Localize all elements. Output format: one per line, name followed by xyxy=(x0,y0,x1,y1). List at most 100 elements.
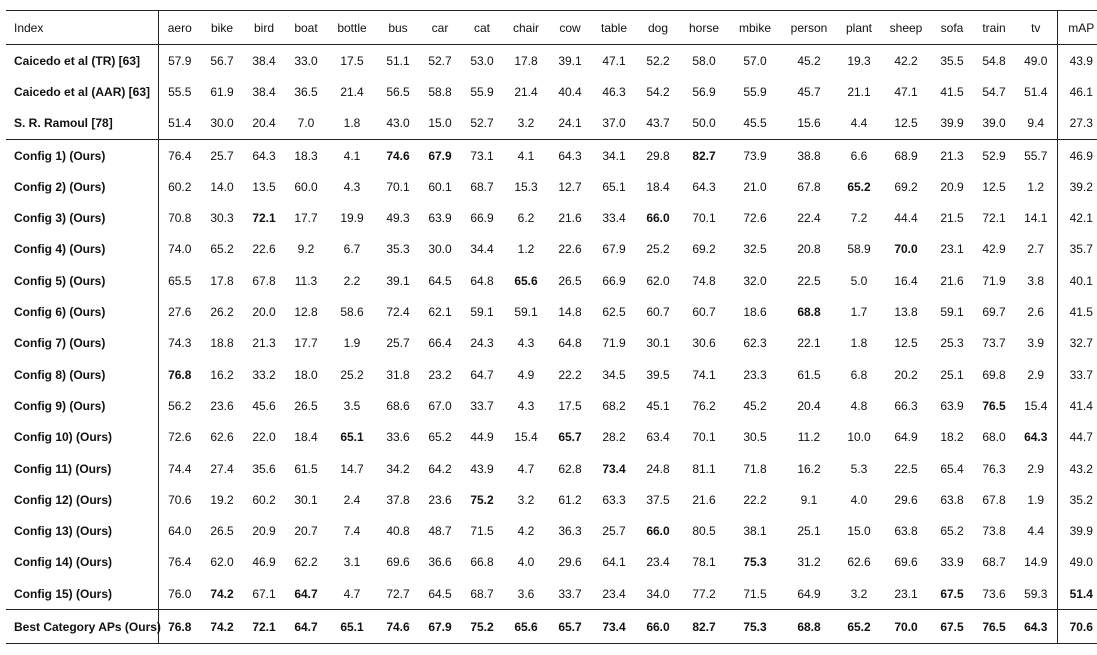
table-cell: 71.5 xyxy=(743,586,767,601)
table-cell: 16.4 xyxy=(894,273,918,288)
table-cell: 74.8 xyxy=(692,273,716,288)
table-cell: 52.7 xyxy=(461,107,503,140)
table-cell: 51.1 xyxy=(386,53,410,68)
table-cell: 70.0 xyxy=(881,609,931,645)
table-cell: 67.1 xyxy=(252,586,276,601)
table-cell: 4.7 xyxy=(517,461,535,476)
table-cell: 21.1 xyxy=(847,84,871,99)
table-cell: 14.8 xyxy=(558,305,582,320)
table-cell: 65.5 xyxy=(168,273,192,288)
table-row: Config 8) (Ours) 76.8 16.2 33.2 18.0 25.2 31.8… xyxy=(6,358,1097,391)
table-cell: 65.7 xyxy=(558,430,582,445)
table-cell: 3.5 xyxy=(343,398,361,413)
table-cell: 3.8 xyxy=(1027,273,1045,288)
table-cell: 47.1 xyxy=(602,53,626,68)
table-cell: 65.2 xyxy=(428,430,452,445)
table-cell: 25.2 xyxy=(646,242,670,257)
table-cell: 6.8 xyxy=(850,367,868,382)
table-cell: 18.4 xyxy=(646,179,670,194)
table-cell: 72.4 xyxy=(386,305,410,320)
table-cell: 18.4 xyxy=(294,430,318,445)
table-cell: 49.0 xyxy=(1024,53,1048,68)
table-cell: 66.9 xyxy=(602,273,626,288)
table-cell: 14.0 xyxy=(210,179,234,194)
table-cell: 39.1 xyxy=(386,273,410,288)
table-cell: 43.0 xyxy=(377,107,419,140)
table-cell: 27.6 xyxy=(168,305,192,320)
table-cell: 69.8 xyxy=(982,367,1006,382)
table-cell: 36.3 xyxy=(558,524,582,539)
table-cell: 76.2 xyxy=(692,398,716,413)
table-cell: 47.1 xyxy=(894,84,918,99)
table-cell: 30.3 xyxy=(210,211,234,226)
row-label: Config 6) (Ours) xyxy=(6,296,159,328)
table-cell: 36.6 xyxy=(428,555,452,570)
column-header-bike: bike xyxy=(201,10,243,45)
table-cell: 73.6 xyxy=(982,586,1006,601)
table-cell: 44.4 xyxy=(894,211,918,226)
table-cell: 76.8 xyxy=(168,367,192,382)
table-cell: 63.8 xyxy=(940,492,964,507)
row-label: Best Category APs (Ours) xyxy=(6,609,161,645)
table-cell: 27.4 xyxy=(210,461,234,476)
table-cell: 2.2 xyxy=(343,273,361,288)
table-cell: 14.7 xyxy=(340,461,364,476)
table-cell: 63.9 xyxy=(428,211,452,226)
table-cell: 62.1 xyxy=(428,305,452,320)
table-cell: 26.2 xyxy=(210,305,234,320)
row-label: Config 7) (Ours) xyxy=(6,327,159,359)
table-cell: 70.0 xyxy=(894,242,918,257)
table-cell: 64.1 xyxy=(602,555,626,570)
table-cell: 57.9 xyxy=(168,53,192,68)
table-cell: 66.4 xyxy=(428,336,452,351)
table-cell: 23.4 xyxy=(602,586,626,601)
table-cell: 17.5 xyxy=(340,53,364,68)
table-cell: 56.9 xyxy=(692,84,716,99)
table-cell: 33.6 xyxy=(386,430,410,445)
table-cell: 82.7 xyxy=(692,148,716,163)
table-cell: 26.5 xyxy=(558,273,582,288)
table-cell: 74.4 xyxy=(168,461,192,476)
table-cell: 39.9 xyxy=(931,107,973,140)
row-label: Config 13) (Ours) xyxy=(6,515,159,547)
table-cell: 4.4 xyxy=(837,107,881,140)
table-cell: 67.5 xyxy=(940,586,964,601)
table-cell: 7.0 xyxy=(285,107,327,140)
table-cell: 5.3 xyxy=(850,461,868,476)
table-cell: 20.9 xyxy=(252,524,276,539)
table-cell: 63.8 xyxy=(894,524,918,539)
table-cell: 73.7 xyxy=(982,336,1006,351)
table-cell: 65.4 xyxy=(940,461,964,476)
table-row: Config 10) (Ours) 72.6 62.6 22.0 18.4 65.1 33.… xyxy=(6,421,1097,453)
table-cell: 51.4 xyxy=(158,107,201,140)
table-cell: 67.0 xyxy=(428,398,452,413)
table-cell: 24.1 xyxy=(549,107,591,140)
table-cell: 45.5 xyxy=(729,107,781,140)
table-cell: 15.4 xyxy=(1024,398,1048,413)
table-cell: 4.3 xyxy=(343,179,361,194)
table-cell: 24.8 xyxy=(646,461,670,476)
table-cell: 1.2 xyxy=(517,242,535,257)
table-cell: 64.3 xyxy=(252,148,276,163)
table-cell: 33.7 xyxy=(1056,358,1097,391)
table-cell: 3.2 xyxy=(850,586,868,601)
table-cell: 1.8 xyxy=(850,336,868,351)
table-cell: 15.4 xyxy=(514,430,538,445)
table-cell: 4.1 xyxy=(517,148,535,163)
table-cell: 3.2 xyxy=(503,107,549,140)
table-cell: 76.4 xyxy=(168,555,192,570)
table-cell: 22.5 xyxy=(797,273,821,288)
table-cell: 25.7 xyxy=(386,336,410,351)
table-cell: 20.7 xyxy=(294,524,318,539)
table-cell: 63.9 xyxy=(940,398,964,413)
table-cell: 64.7 xyxy=(285,609,327,645)
column-header-sheep: sheep xyxy=(881,10,931,45)
table-cell: 64.0 xyxy=(168,524,192,539)
row-label: Config 12) (Ours) xyxy=(6,484,159,516)
table-cell: 71.8 xyxy=(743,461,767,476)
table-cell: 62.0 xyxy=(210,555,234,570)
table-cell: 63.3 xyxy=(602,492,626,507)
table-cell: 42.1 xyxy=(1056,202,1097,234)
table-cell: 26.5 xyxy=(294,398,318,413)
table-cell: 21.4 xyxy=(514,84,538,99)
